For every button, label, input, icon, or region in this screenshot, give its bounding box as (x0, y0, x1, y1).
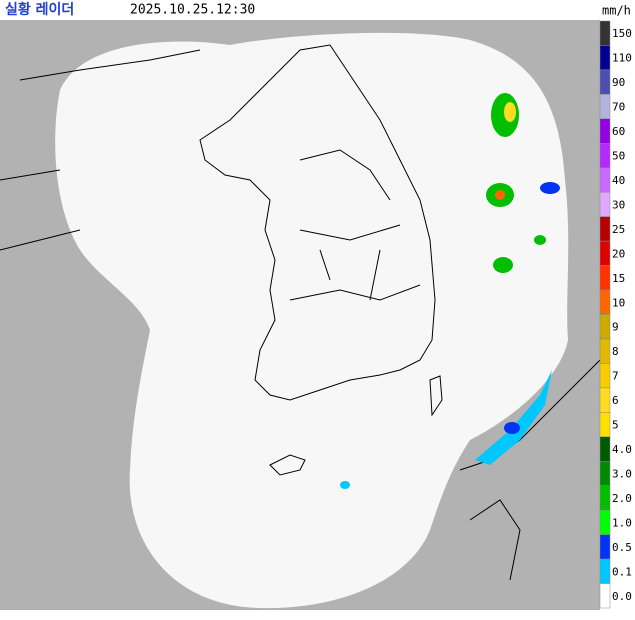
legend-unit: mm/h (602, 4, 631, 18)
legend-label: 15 (612, 272, 625, 285)
legend-swatch (599, 191, 611, 217)
legend-swatch (599, 94, 611, 120)
legend-swatch (599, 314, 611, 340)
legend-swatch (599, 412, 611, 438)
legend-label: 50 (612, 150, 625, 163)
legend-swatch (599, 583, 611, 609)
legend-swatch (599, 387, 611, 413)
legend-swatch (599, 461, 611, 486)
legend-swatch (599, 436, 611, 462)
legend-swatch (599, 534, 611, 560)
legend-swatch (599, 363, 611, 389)
legend-swatch (599, 45, 611, 71)
legend: 150 110 90 70 60 50 40 30 25 20 15 10 9 8 7 6 5 4.0 3.0 2.0… (599, 20, 632, 609)
legend-swatch (599, 265, 611, 291)
legend-label: 70 (612, 101, 625, 114)
title: 실황 레이더 (5, 1, 74, 18)
legend-label: 0.1 (612, 565, 632, 578)
legend-swatch (599, 509, 611, 535)
legend-swatch (599, 289, 611, 315)
legend-swatch (599, 558, 611, 584)
legend-label: 20 (612, 247, 625, 260)
legend-label: 3.0 (612, 467, 632, 480)
legend-label: 5 (612, 419, 619, 432)
legend-label: 25 (612, 223, 625, 236)
radar-coverage (55, 32, 569, 609)
legend-label: 90 (612, 76, 625, 89)
legend-swatch (599, 143, 611, 169)
legend-label: 40 (612, 174, 625, 187)
legend-label: 0.5 (612, 541, 632, 554)
legend-label: 6 (612, 394, 619, 407)
legend-label: 2.0 (612, 492, 632, 505)
legend-label: 9 (612, 321, 619, 334)
legend-swatch (599, 69, 611, 95)
legend-swatch (599, 118, 611, 144)
legend-swatch (599, 338, 611, 364)
legend-label: 1.0 (612, 516, 632, 529)
legend-label: 150 (612, 27, 632, 40)
legend-swatch (599, 485, 611, 511)
legend-label: 110 (612, 52, 632, 65)
legend-label: 10 (612, 296, 625, 309)
legend-label: 7 (612, 370, 619, 383)
legend-label: 0.0 (612, 590, 632, 603)
timestamp: 2025.10.25.12:30 (130, 3, 255, 18)
legend-swatch (599, 216, 611, 242)
legend-label: 4.0 (612, 443, 632, 456)
legend-label: 30 (612, 198, 625, 211)
rain-echoes (340, 93, 560, 489)
coastlines (0, 44, 601, 581)
legend-label: 8 (612, 345, 619, 358)
legend-label: 60 (612, 125, 625, 138)
legend-swatch (599, 20, 611, 46)
legend-swatch (599, 240, 611, 266)
legend-swatch (599, 167, 611, 193)
